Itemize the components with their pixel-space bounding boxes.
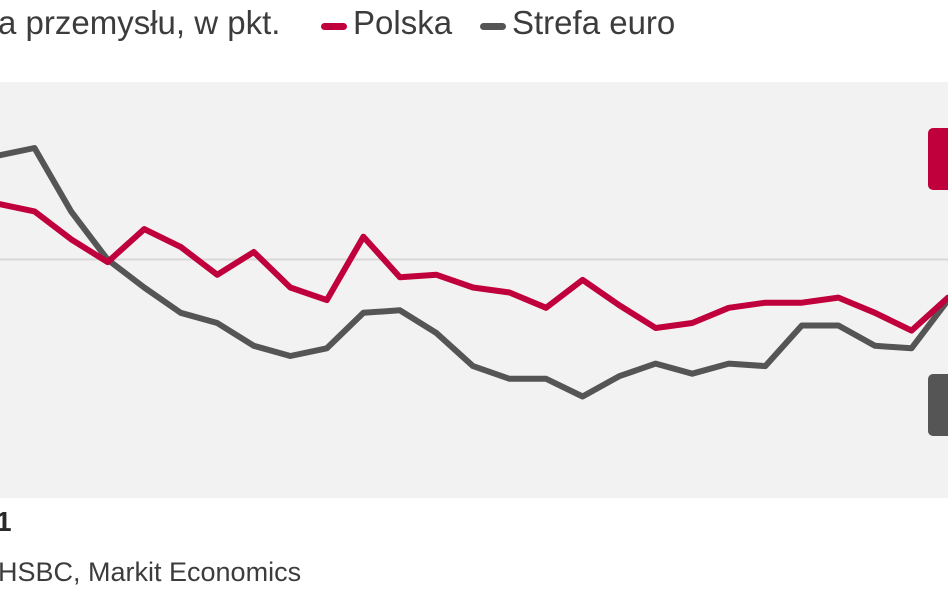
- chart-header: a przemysłu, w pkt. Polska Strefa euro: [0, 0, 948, 48]
- legend-swatch-polska: [321, 23, 347, 30]
- line-chart: [0, 145, 948, 400]
- legend-label-strefa-euro: Strefa euro: [512, 4, 676, 41]
- x-axis-tick-label: 1: [0, 506, 12, 537]
- end-tag-polska: [928, 128, 948, 190]
- source-note: HSBC, Markit Economics: [0, 557, 302, 587]
- legend-label-polska: Polska: [353, 4, 453, 41]
- series-line-strefa-euro: [0, 145, 948, 400]
- chart-title: a przemysłu, w pkt.: [0, 4, 281, 41]
- series-line-polska: [0, 201, 948, 334]
- end-tag-strefa-euro: [928, 374, 948, 436]
- legend-swatch-strefa-euro: [480, 23, 506, 30]
